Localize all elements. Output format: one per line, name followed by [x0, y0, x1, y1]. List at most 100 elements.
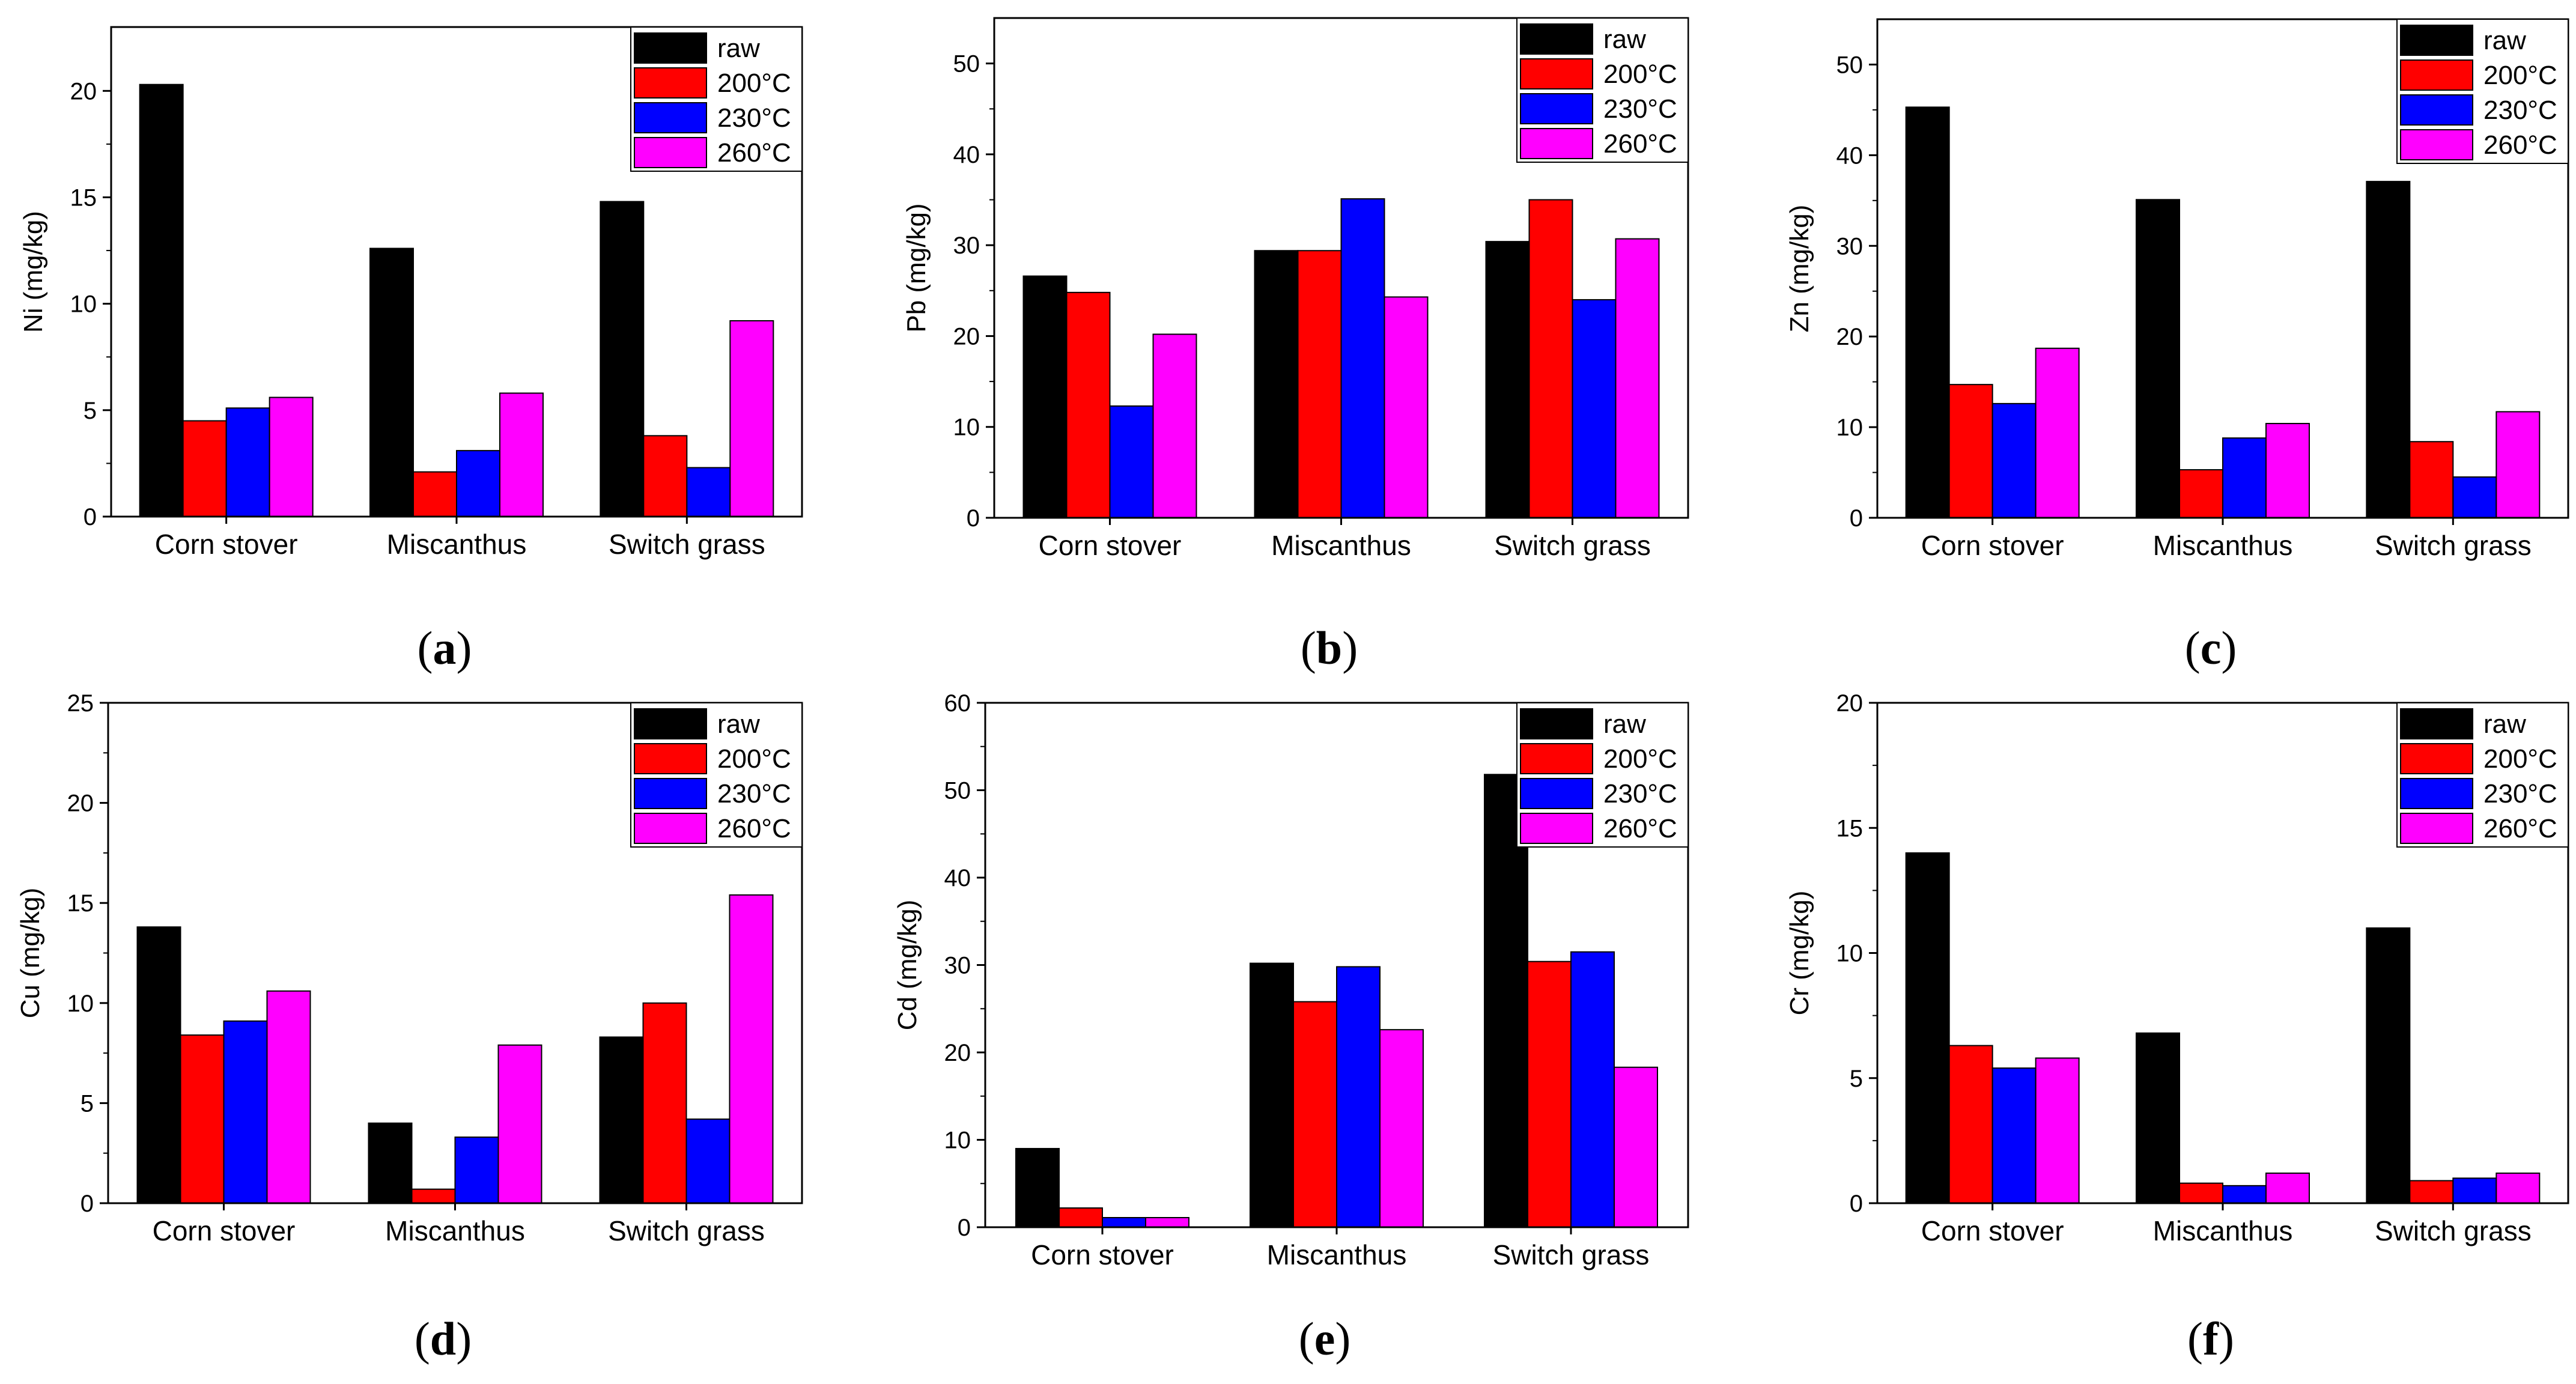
legend-swatch-a-3 [634, 137, 707, 168]
chart-panel-f: 0 5 10 15 20 Corn stover Miscanthus Switch gras… [1785, 690, 2569, 1365]
ytick-label-e-3: 30 [944, 953, 971, 979]
ytick-label-b-3: 30 [953, 232, 980, 259]
caption-letter: f [2203, 1313, 2219, 1365]
legend-a: raw 200°C 230°C 260°C [630, 26, 803, 172]
legend-label-e-2: 230°C [1603, 779, 1677, 809]
chart-panel-c: 0 10 20 30 40 50 Corn stover Miscanthus Switch g… [1785, 18, 2569, 674]
y-axis-label-a: Ni (mg/kg) [19, 211, 48, 333]
ytick-label-f-3: 15 [1836, 815, 1864, 842]
bar-c-1-2 [2222, 437, 2267, 519]
ytick-label-b-2: 20 [953, 323, 980, 350]
legend-label-d-3: 260°C [717, 814, 791, 843]
bar-e-0-3 [1145, 1216, 1189, 1228]
caption-open-paren: ( [415, 1313, 430, 1365]
ytick-label-f-1: 5 [1850, 1066, 1863, 1092]
legend-label-b-2: 230°C [1603, 94, 1677, 124]
legend-e: raw 200°C 230°C 260°C [1516, 702, 1689, 848]
bar-f-0-1 [1948, 1045, 1993, 1204]
legend-d: raw 200°C 230°C 260°C [630, 702, 803, 848]
legend-swatch-d-1 [634, 743, 707, 774]
caption-letter: e [1314, 1313, 1335, 1365]
ytick-label-e-0: 0 [958, 1215, 971, 1241]
legend-label-a-3: 260°C [717, 138, 791, 168]
bar-d-0-2 [223, 1020, 268, 1204]
category-label-a-2: Switch grass [609, 529, 765, 560]
panel-caption-c: (c) [2185, 622, 2237, 674]
ytick-label-c-5: 50 [1836, 52, 1864, 78]
bar-e-0-1 [1059, 1207, 1103, 1228]
bar-a-1-1 [413, 471, 457, 518]
category-label-f-2: Switch grass [2375, 1215, 2532, 1246]
bar-a-2-0 [600, 201, 645, 517]
chart-panel-d: 0 5 10 15 20 25 Corn stover Miscanthus Switch gr… [16, 690, 803, 1365]
legend-label-c-0: raw [2483, 26, 2526, 55]
ytick-label-d-5: 25 [67, 690, 94, 717]
ytick-label-f-4: 20 [1836, 690, 1864, 717]
bar-f-2-2 [2452, 1177, 2497, 1204]
panel-caption-f: (f) [2187, 1313, 2234, 1365]
legend-swatch-d-0 [634, 708, 707, 739]
legend-label-f-2: 230°C [2483, 779, 2557, 809]
bar-d-1-2 [454, 1137, 499, 1204]
category-label-e-2: Switch grass [1493, 1239, 1650, 1270]
legend-label-c-2: 230°C [2483, 96, 2557, 125]
bar-a-2-2 [686, 467, 731, 517]
bar-a-2-1 [643, 435, 688, 518]
legend-swatch-d-3 [634, 813, 707, 844]
ytick-label-c-1: 10 [1836, 414, 1864, 441]
bar-f-2-0 [2366, 927, 2411, 1204]
bar-c-0-1 [1948, 384, 1993, 518]
bar-d-0-3 [266, 990, 311, 1204]
ytick-label-e-1: 10 [944, 1128, 971, 1154]
bar-f-1-0 [2136, 1032, 2180, 1204]
bar-b-1-3 [1384, 296, 1429, 518]
legend-swatch-c-2 [2400, 94, 2473, 126]
legend-label-e-3: 260°C [1603, 814, 1677, 843]
bar-f-2-3 [2496, 1173, 2541, 1204]
bar-a-0-1 [182, 420, 227, 517]
chart-panel-e: 0 10 20 30 40 50 60 Corn stover Miscanthus Switch… [893, 690, 1689, 1365]
bar-f-1-3 [2265, 1173, 2310, 1204]
legend-label-c-3: 260°C [2483, 130, 2557, 160]
caption-close-paren: ) [2219, 1313, 2234, 1365]
ytick-label-a-1: 5 [84, 398, 97, 424]
legend-swatch-f-2 [2400, 778, 2473, 809]
bar-d-2-1 [642, 1002, 687, 1204]
legend-swatch-e-3 [1520, 813, 1593, 844]
ytick-label-b-0: 0 [967, 505, 980, 532]
bar-b-1-1 [1297, 250, 1342, 518]
legend-swatch-e-0 [1520, 708, 1593, 739]
category-label-b-0: Corn stover [1039, 530, 1182, 561]
caption-open-paren: ( [1301, 622, 1316, 674]
ytick-label-d-0: 0 [80, 1191, 94, 1217]
ytick-label-d-2: 10 [67, 991, 94, 1017]
ytick-label-b-4: 40 [953, 142, 980, 168]
bar-e-1-2 [1336, 966, 1381, 1228]
bar-c-2-2 [2452, 476, 2497, 518]
bar-b-0-1 [1066, 291, 1111, 518]
category-label-b-1: Miscanthus [1271, 530, 1411, 561]
bar-c-0-0 [1905, 106, 1950, 518]
legend-label-f-3: 260°C [2483, 814, 2557, 843]
legend-label-c-1: 200°C [2483, 61, 2557, 90]
caption-letter: c [2201, 622, 2222, 674]
caption-close-paren: ) [457, 622, 472, 674]
bar-c-2-0 [2366, 181, 2411, 518]
legend-label-e-0: raw [1603, 709, 1646, 739]
bar-b-0-2 [1109, 405, 1154, 519]
bar-d-2-2 [685, 1118, 731, 1204]
ytick-label-b-5: 50 [953, 51, 980, 77]
ytick-label-c-4: 40 [1836, 142, 1864, 169]
caption-open-paren: ( [2187, 1313, 2203, 1365]
bar-a-0-0 [139, 83, 184, 518]
legend-swatch-f-0 [2400, 708, 2473, 739]
legend-swatch-b-0 [1520, 23, 1593, 55]
category-label-c-0: Corn stover [1921, 530, 2064, 561]
bar-a-1-0 [369, 247, 414, 517]
caption-letter: a [433, 622, 457, 674]
category-label-a-1: Miscanthus [387, 529, 527, 560]
legend-swatch-d-2 [634, 778, 707, 809]
bar-c-0-2 [1991, 402, 2037, 519]
ytick-label-d-1: 5 [80, 1090, 94, 1117]
bar-e-2-0 [1484, 774, 1528, 1228]
